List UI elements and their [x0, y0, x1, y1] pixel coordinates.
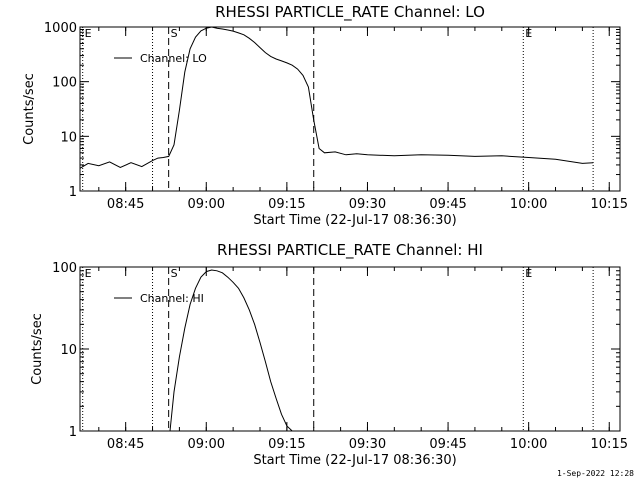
marker-label: S [171, 27, 178, 40]
x-tick-label-hi: 09:45 [429, 437, 466, 452]
marker-label: S [171, 267, 178, 280]
y-tick-label-hi: 100 [52, 261, 77, 276]
y-axis-label-lo: Counts/sec [22, 73, 37, 145]
series-line-lo [79, 26, 594, 169]
x-tick-label-lo: 09:45 [429, 197, 466, 212]
x-tick-label-hi: 09:15 [268, 437, 305, 452]
chart-title-lo: RHESSI PARTICLE_RATE Channel: LO [215, 3, 485, 22]
plot-timestamp: 1-Sep-2022 12:28 [556, 469, 634, 478]
x-tick-label-lo: 10:15 [591, 197, 628, 212]
y-tick-label-hi: 1 [69, 425, 77, 440]
x-axis-label-hi: Start Time (22-Jul-17 08:36:30) [253, 453, 456, 468]
y-tick-label-lo: 100 [52, 76, 77, 91]
x-tick-label-lo: 09:15 [268, 197, 305, 212]
x-tick-label-hi: 10:15 [591, 437, 628, 452]
y-tick-label-lo: 10 [60, 130, 77, 145]
x-tick-label-hi: 09:30 [349, 437, 386, 452]
chart-title-hi: RHESSI PARTICLE_RATE Channel: HI [217, 241, 483, 260]
y-axis-label-hi: Counts/sec [30, 313, 45, 385]
x-axis-label-lo: Start Time (22-Jul-17 08:36:30) [253, 213, 456, 228]
legend-label-lo: Channel: LO [140, 52, 207, 65]
y-tick-label-lo: 1 [69, 185, 77, 200]
marker-label: E [525, 267, 532, 280]
y-tick-label-lo: 1000 [44, 21, 77, 36]
y-tick-label-hi: 10 [60, 343, 77, 358]
x-tick-label-hi: 10:00 [510, 437, 547, 452]
x-tick-label-hi: 08:45 [107, 437, 144, 452]
x-tick-label-lo: 09:00 [188, 197, 225, 212]
x-tick-label-hi: 09:00 [188, 437, 225, 452]
x-tick-label-lo: 09:30 [349, 197, 386, 212]
marker-label: E [525, 27, 532, 40]
x-tick-label-lo: 08:45 [107, 197, 144, 212]
marker-label: E [85, 267, 92, 280]
series-line-hi [169, 269, 293, 432]
x-tick-label-lo: 10:00 [510, 197, 547, 212]
legend-label-hi: Channel: HI [140, 292, 204, 305]
marker-label: E [85, 27, 92, 40]
plot-frame-lo [79, 26, 621, 192]
